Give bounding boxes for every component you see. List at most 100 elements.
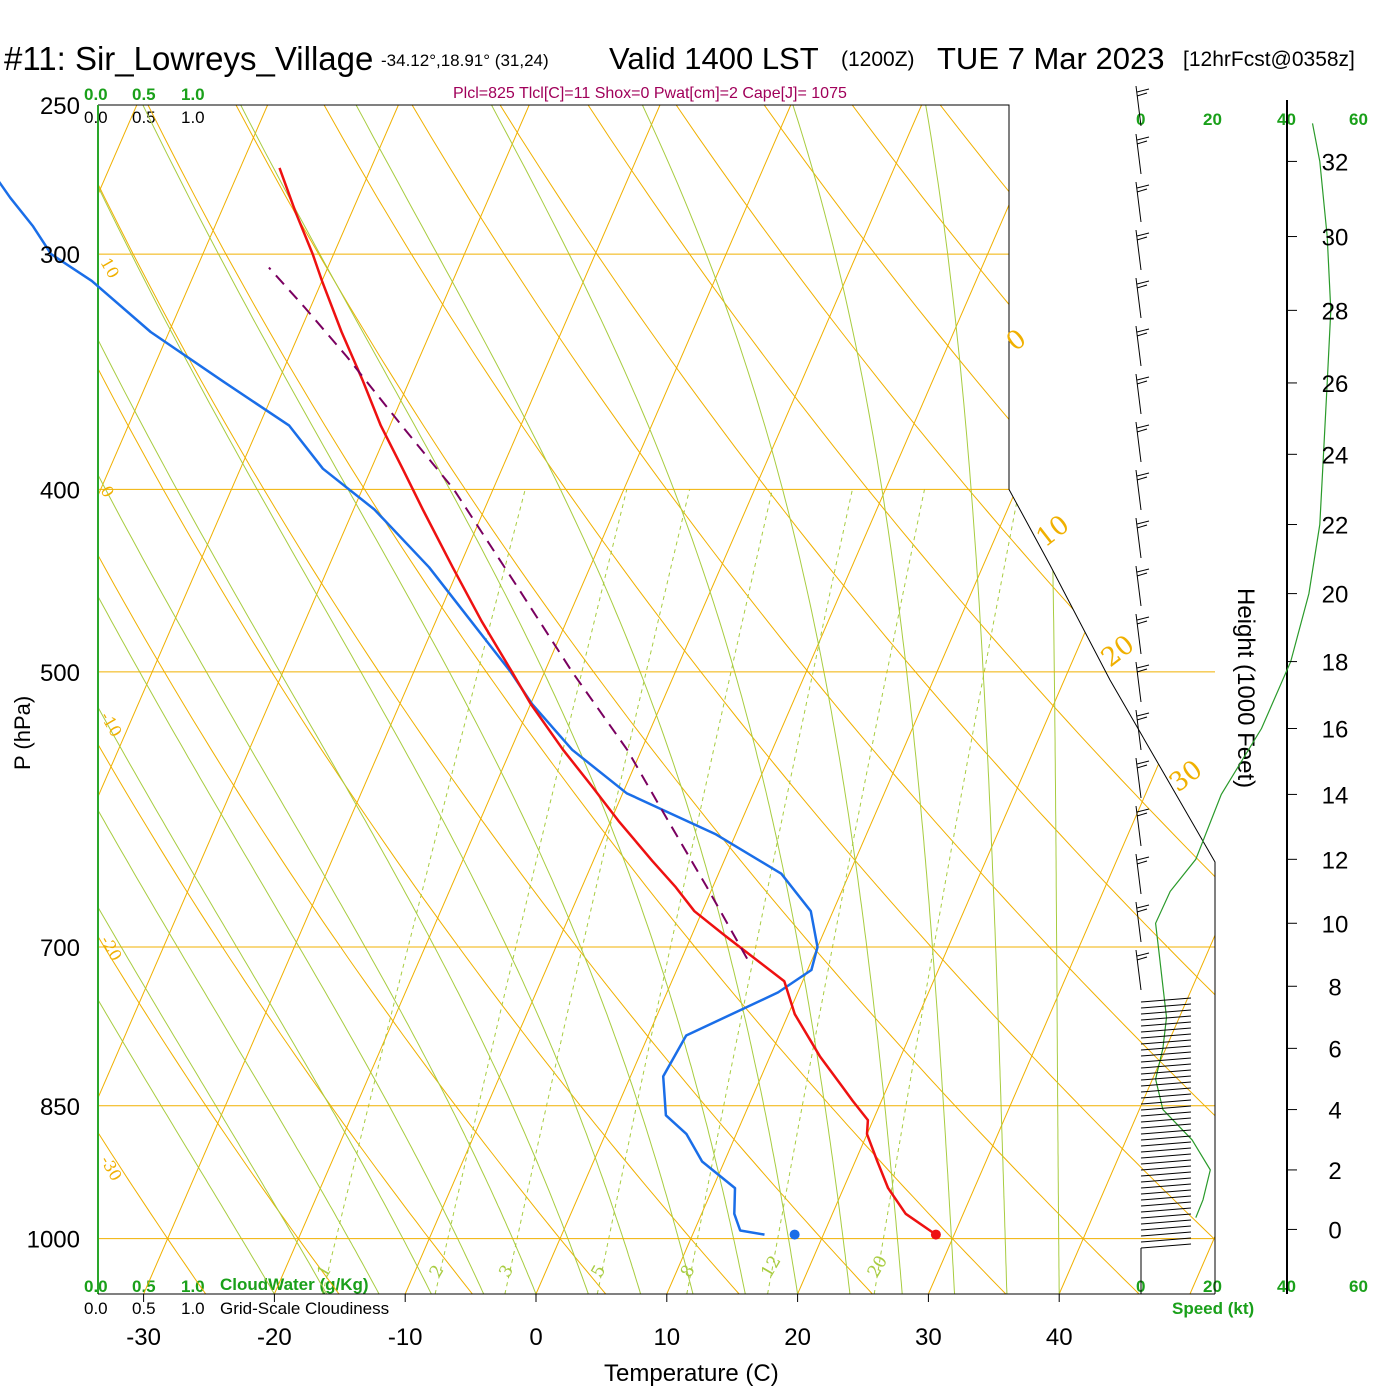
isobar-lines [98, 253, 1215, 1240]
mixing-ratio-label: 3 [495, 1262, 518, 1281]
moist-adiabat-line [98, 182, 432, 1294]
wind-barb [1135, 181, 1150, 223]
wind-barb [1135, 517, 1150, 559]
cloudiness-scale-top-0: 0.0 [84, 108, 108, 127]
wind-barb [1135, 565, 1150, 607]
temperature-tick-label: 30 [915, 1324, 942, 1351]
height-tick-label: 14 [1322, 782, 1349, 809]
height-tick-label: 12 [1322, 847, 1349, 874]
valid-date: TUE 7 Mar 2023 [937, 41, 1164, 76]
wind-barb [1135, 661, 1150, 703]
height-tick-label: 0 [1328, 1217, 1341, 1244]
dry-adiabat-line [98, 105, 473, 1294]
surface-temperature-marker [930, 1229, 941, 1240]
wind-barb [1140, 1207, 1192, 1213]
height-tick-label: 26 [1322, 371, 1349, 398]
wind-barb [1140, 1165, 1192, 1171]
dry-adiabat-line [411, 105, 1215, 1294]
mixing-ratio-line [686, 489, 853, 1294]
wind-barb [1140, 1021, 1192, 1027]
wind-barb [1140, 1069, 1192, 1075]
wind-barb [1140, 1159, 1192, 1165]
dry-adiabat-line [98, 105, 740, 1294]
wind-barb [1135, 853, 1150, 895]
dewpoint-curve [0, 180, 819, 1236]
height-tick-label: 28 [1322, 298, 1349, 325]
mixing-ratio-line [596, 489, 773, 1294]
mixing-ratio-line [873, 489, 1020, 1294]
pressure-tick-label: 700 [40, 935, 80, 962]
height-tick-label: 4 [1328, 1098, 1341, 1125]
wind-barb [1135, 805, 1150, 847]
moist-adiabat-line [240, 105, 746, 1294]
wind-barb [1135, 613, 1150, 655]
dry-adiabat-line [1292, 105, 1400, 1294]
isotherm-line [666, 105, 1184, 1294]
wind-barb [1140, 1183, 1192, 1189]
wind-barb [1140, 1051, 1192, 1057]
surface-dewpoint-marker [789, 1229, 800, 1240]
height-tick-label: 22 [1322, 513, 1349, 540]
wind-barb [1140, 1105, 1192, 1111]
temperature-tick-label: 40 [1046, 1324, 1073, 1351]
wind-barb [1135, 85, 1150, 127]
mixing-ratio-label: 20 [864, 1252, 892, 1281]
wind-barb [1140, 1015, 1192, 1021]
moist-adiabat-line [792, 105, 956, 1294]
wind-barb [1135, 133, 1150, 175]
speed-scale-bottom-3: 60 [1349, 1277, 1368, 1296]
wind-barb [1140, 1219, 1192, 1225]
height-tick-label: 24 [1322, 442, 1349, 469]
mixing-ratio-line [434, 489, 628, 1294]
wind-barb [1135, 373, 1150, 415]
wind-barb [1140, 1123, 1192, 1129]
height-tick-label: 8 [1328, 974, 1341, 1001]
isotherm-label: 10 [97, 255, 124, 282]
wind-barb [1135, 901, 1150, 943]
moist-adiabat-line [641, 105, 903, 1294]
isotherm-label: -30 [97, 1153, 126, 1185]
mixing-ratio-line [504, 489, 691, 1294]
dry-adiabat-line [675, 105, 1215, 1294]
temperature-tick-label: -10 [388, 1324, 423, 1351]
moist-adiabat-line [98, 105, 589, 1294]
valid-time: Valid 1400 LST [609, 41, 819, 76]
moist-adiabat-line [98, 105, 537, 1294]
station-title: #11: Sir_Lowreys_Village [4, 40, 373, 77]
cloudwater-scale-bottom-1: 0.5 [132, 1277, 156, 1296]
dry-adiabat-line [98, 105, 873, 1294]
height-tick-label: 6 [1328, 1036, 1341, 1063]
cloudwater-scale-top-1: 0.5 [132, 85, 156, 104]
dry-adiabat-line [98, 105, 207, 1294]
wind-barb [1140, 1111, 1192, 1117]
temperature-curve [278, 167, 937, 1236]
mixing-ratio-line [767, 489, 925, 1294]
isotherm-label: 0 [97, 483, 119, 501]
speed-axis-label: Speed (kt) [1172, 1299, 1254, 1318]
moist-adiabat-line [925, 105, 1008, 1294]
speed-scale-top-3: 60 [1349, 110, 1368, 129]
isotherm-label: 0 [1001, 324, 1033, 358]
moist-adiabat-line [98, 121, 485, 1294]
parcel-curve [268, 266, 748, 960]
wind-barb [1140, 1213, 1192, 1219]
dry-adiabat-line [98, 105, 340, 1294]
isotherm-line [0, 105, 6, 1294]
wind-barb [1140, 1093, 1192, 1099]
wind-barb [1140, 1033, 1192, 1039]
dry-adiabat-line [1380, 105, 1400, 1294]
temperature-tick-label: 10 [653, 1324, 680, 1351]
dry-adiabat-line [851, 105, 1215, 1294]
utc-time: (1200Z) [841, 48, 915, 71]
wind-barb [1140, 1063, 1192, 1069]
dry-adiabat-line [1027, 105, 1215, 1294]
isotherm-label: 30 [1164, 755, 1209, 799]
height-tick-label: 18 [1322, 650, 1349, 677]
cloudiness-label: Grid-Scale Cloudiness [220, 1299, 389, 1318]
cloudiness-scale-bottom-0: 0.0 [84, 1299, 108, 1318]
height-tick-label: 20 [1322, 582, 1349, 609]
pressure-tick-label: 250 [40, 93, 80, 120]
station-coords: -34.12°,18.91° (31,24) [381, 51, 549, 70]
height-tick-label: 32 [1322, 149, 1349, 176]
